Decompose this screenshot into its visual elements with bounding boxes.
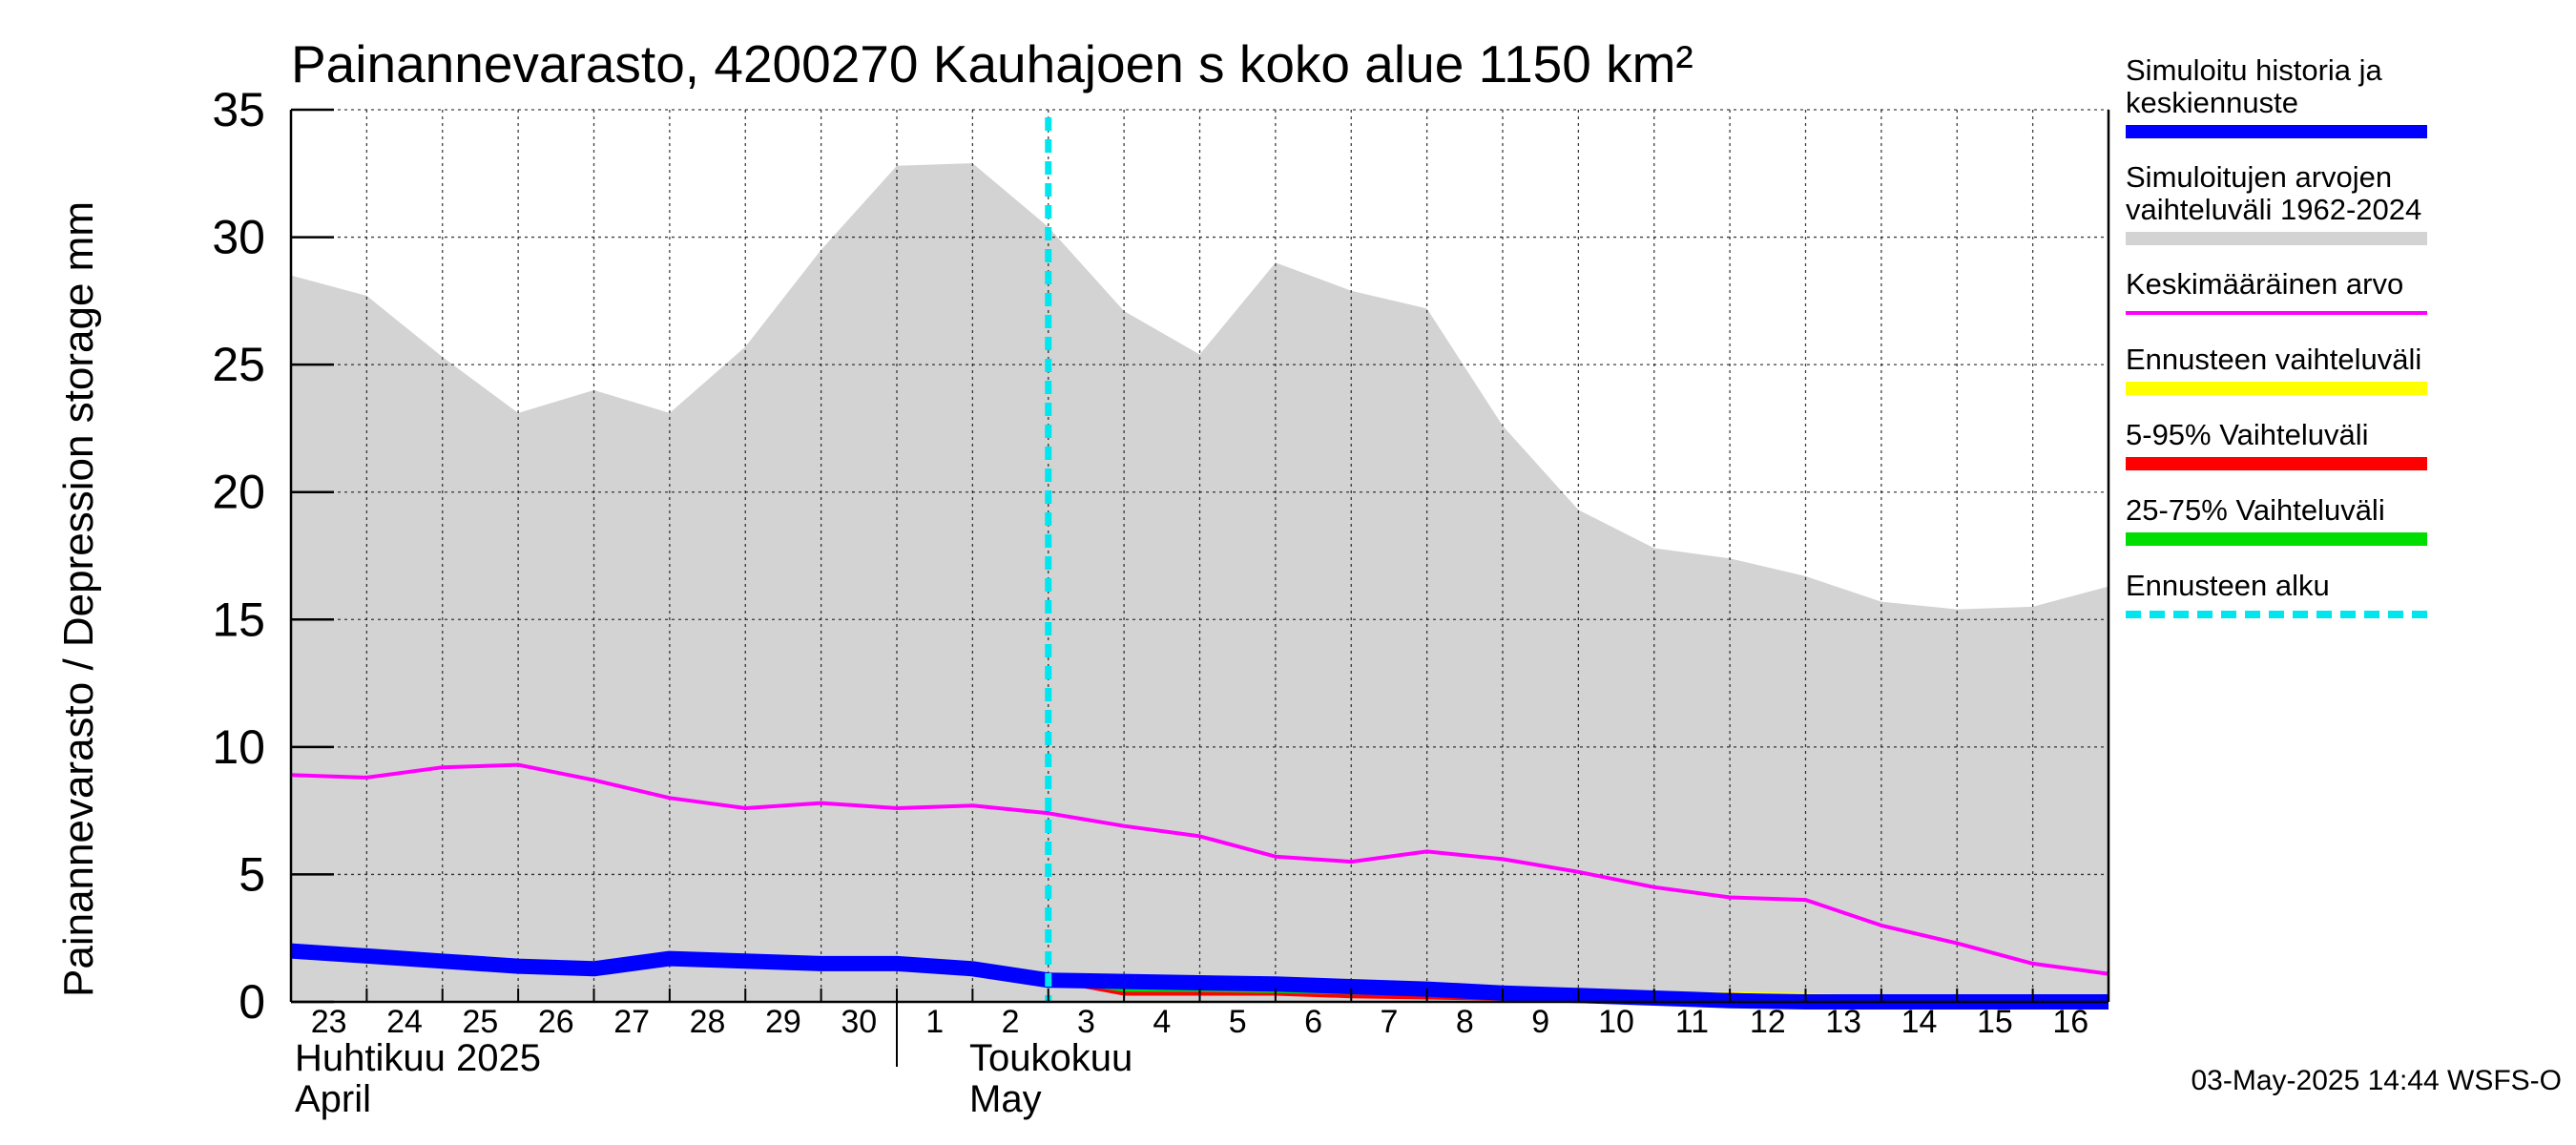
month-label-english: May xyxy=(969,1078,1042,1120)
legend-label: Ennusteen alku xyxy=(2126,569,2330,602)
x-tick-label: 10 xyxy=(1598,1004,1634,1040)
legend-label: 5-95% Vaihteluväli xyxy=(2126,418,2368,451)
x-tick-label: 3 xyxy=(1077,1004,1095,1040)
mean-value-line xyxy=(290,762,2109,976)
legend-entry: Ennusteen alku xyxy=(2126,569,2427,618)
y-tick-label: 20 xyxy=(212,466,265,519)
legend-entry: Keskimääräinen arvo xyxy=(2126,267,2427,315)
plot-area xyxy=(290,109,2109,1010)
legend-entry: 5-95% Vaihteluväli xyxy=(2126,418,2427,470)
x-tick-label: 1 xyxy=(925,1004,944,1040)
x-tick-label: 6 xyxy=(1304,1004,1322,1040)
x-tick-label: 29 xyxy=(765,1004,801,1040)
x-tick-label: 14 xyxy=(1901,1004,1938,1040)
y-tick-label: 35 xyxy=(212,83,265,136)
x-tick-label: 28 xyxy=(690,1004,726,1040)
legend: Simuloitu historia jakeskiennusteSimuloi… xyxy=(2126,53,2427,618)
x-tick-label: 7 xyxy=(1380,1004,1398,1040)
x-tick-label: 5 xyxy=(1229,1004,1247,1040)
legend-label: keskiennuste xyxy=(2126,86,2298,119)
month-label: Toukokuu xyxy=(969,1037,1132,1079)
x-tick-label: 15 xyxy=(1977,1004,2013,1040)
x-tick-label: 30 xyxy=(841,1004,877,1040)
y-tick-label: 15 xyxy=(212,593,265,646)
y-axis-label: Painannevarasto / Depression storage mm xyxy=(55,201,102,997)
x-tick-label: 4 xyxy=(1153,1004,1171,1040)
month-label: Huhtikuu 2025 xyxy=(295,1037,541,1079)
month-label-english: April xyxy=(295,1078,371,1120)
legend-entry: Ennusteen vaihteluväli xyxy=(2126,343,2427,395)
legend-entry: 25-75% Vaihteluväli xyxy=(2126,493,2427,546)
legend-label: 25-75% Vaihteluväli xyxy=(2126,493,2385,527)
x-tick-label: 27 xyxy=(613,1004,650,1040)
x-tick-label: 9 xyxy=(1531,1004,1549,1040)
y-tick-label: 10 xyxy=(212,720,265,774)
x-tick-label: 24 xyxy=(386,1004,423,1040)
chart-title: Painannevarasto, 4200270 Kauhajoen s kok… xyxy=(291,34,1693,94)
x-tick-label: 11 xyxy=(1675,1004,1709,1040)
x-tick-label: 2 xyxy=(1002,1004,1020,1040)
x-tick-label: 13 xyxy=(1825,1004,1861,1040)
x-tick-label: 12 xyxy=(1750,1004,1786,1040)
x-tick-label: 25 xyxy=(463,1004,499,1040)
timestamp-footer: 03-May-2025 14:44 WSFS-O xyxy=(2192,1065,2563,1096)
x-tick-label: 26 xyxy=(538,1004,574,1040)
y-tick-label: 5 xyxy=(239,847,265,901)
legend-label: vaihteluväli 1962-2024 xyxy=(2126,193,2421,226)
legend-label: Simuloitu historia ja xyxy=(2126,53,2383,87)
legend-label: Keskimääräinen arvo xyxy=(2126,267,2403,301)
legend-label: Ennusteen vaihteluväli xyxy=(2126,343,2421,376)
y-tick-label: 0 xyxy=(239,975,265,1029)
x-tick-label: 23 xyxy=(311,1004,347,1040)
y-tick-label: 30 xyxy=(212,211,265,264)
y-tick-label: 25 xyxy=(212,338,265,391)
x-tick-label: 8 xyxy=(1456,1004,1474,1040)
legend-label: Simuloitujen arvojen xyxy=(2126,160,2392,194)
x-tick-label: 16 xyxy=(2052,1004,2088,1040)
